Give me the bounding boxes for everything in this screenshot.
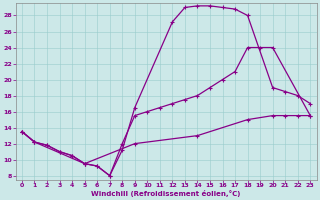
X-axis label: Windchill (Refroidissement éolien,°C): Windchill (Refroidissement éolien,°C) — [92, 190, 241, 197]
